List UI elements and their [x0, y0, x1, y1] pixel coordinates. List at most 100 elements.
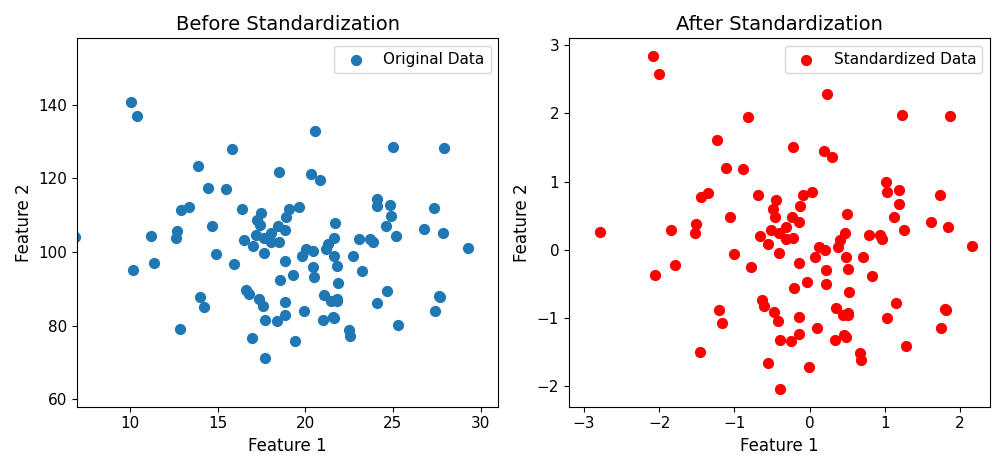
- Legend: Original Data: Original Data: [335, 46, 490, 73]
- Standardized Data: [792, 203, 808, 210]
- Original Data: [271, 168, 287, 175]
- Original Data: [126, 266, 142, 274]
- Standardized Data: [791, 313, 807, 321]
- Original Data: [276, 257, 292, 265]
- Standardized Data: [769, 196, 785, 204]
- Standardized Data: [819, 90, 835, 98]
- Original Data: [351, 235, 367, 243]
- Original Data: [270, 222, 286, 229]
- Original Data: [250, 295, 266, 303]
- Standardized Data: [837, 253, 853, 260]
- Original Data: [313, 176, 329, 183]
- Original Data: [256, 250, 272, 257]
- Standardized Data: [645, 52, 661, 60]
- Y-axis label: Feature 2: Feature 2: [15, 183, 33, 262]
- Standardized Data: [752, 232, 768, 240]
- Original Data: [329, 296, 345, 303]
- Original Data: [173, 207, 189, 214]
- Standardized Data: [778, 223, 794, 230]
- Standardized Data: [754, 297, 770, 304]
- Original Data: [390, 321, 406, 329]
- Standardized Data: [711, 306, 727, 314]
- Original Data: [328, 219, 344, 227]
- Original Data: [251, 221, 267, 229]
- Standardized Data: [895, 227, 912, 234]
- Original Data: [343, 332, 359, 339]
- Standardized Data: [743, 264, 759, 271]
- Standardized Data: [937, 306, 953, 313]
- Standardized Data: [785, 235, 801, 242]
- Title: Before Standardization: Before Standardization: [176, 15, 400, 34]
- Standardized Data: [826, 336, 842, 344]
- Original Data: [378, 222, 394, 230]
- Original Data: [278, 214, 294, 221]
- Standardized Data: [964, 243, 980, 250]
- Original Data: [326, 252, 342, 260]
- Original Data: [385, 143, 401, 151]
- Y-axis label: Feature 2: Feature 2: [514, 183, 532, 262]
- Standardized Data: [942, 112, 958, 119]
- Original Data: [276, 226, 292, 234]
- Standardized Data: [791, 219, 807, 226]
- Standardized Data: [941, 223, 957, 231]
- Original Data: [325, 313, 341, 321]
- Original Data: [143, 232, 159, 239]
- Standardized Data: [855, 253, 871, 260]
- Original Data: [315, 316, 331, 324]
- Original Data: [235, 236, 251, 244]
- Original Data: [416, 226, 432, 233]
- Original Data: [426, 204, 442, 212]
- Original Data: [226, 260, 242, 268]
- Standardized Data: [853, 357, 869, 364]
- Legend: Standardized Data: Standardized Data: [785, 46, 982, 73]
- Original Data: [253, 209, 269, 216]
- Original Data: [382, 201, 398, 208]
- Standardized Data: [772, 385, 788, 393]
- Standardized Data: [735, 165, 751, 173]
- Original Data: [249, 216, 265, 223]
- Standardized Data: [750, 191, 766, 199]
- Original Data: [370, 299, 386, 306]
- Original Data: [297, 245, 314, 252]
- Original Data: [321, 240, 337, 247]
- Standardized Data: [767, 213, 783, 220]
- Standardized Data: [770, 318, 786, 325]
- Standardized Data: [772, 337, 788, 344]
- Standardized Data: [840, 312, 856, 319]
- Standardized Data: [766, 308, 782, 316]
- Standardized Data: [938, 306, 954, 314]
- Original Data: [268, 317, 284, 325]
- Original Data: [327, 314, 343, 321]
- Standardized Data: [688, 220, 705, 227]
- Standardized Data: [772, 250, 788, 257]
- Original Data: [388, 232, 404, 240]
- Standardized Data: [851, 349, 867, 357]
- Standardized Data: [816, 147, 832, 154]
- Original Data: [256, 354, 272, 362]
- Original Data: [208, 250, 224, 258]
- Original Data: [329, 262, 345, 269]
- Original Data: [331, 280, 347, 287]
- Original Data: [432, 293, 448, 301]
- Standardized Data: [840, 265, 856, 273]
- Standardized Data: [933, 325, 949, 332]
- Standardized Data: [838, 333, 854, 341]
- Standardized Data: [818, 266, 834, 274]
- Standardized Data: [801, 363, 817, 371]
- Original Data: [123, 98, 139, 105]
- Standardized Data: [764, 226, 780, 234]
- Standardized Data: [893, 111, 910, 119]
- Standardized Data: [791, 259, 807, 267]
- Standardized Data: [923, 218, 939, 226]
- Original Data: [427, 307, 443, 315]
- Original Data: [316, 291, 332, 299]
- Original Data: [271, 276, 287, 283]
- Original Data: [67, 233, 83, 241]
- Standardized Data: [864, 272, 880, 280]
- Standardized Data: [786, 284, 802, 291]
- Original Data: [238, 286, 254, 293]
- Standardized Data: [891, 201, 908, 208]
- Standardized Data: [809, 324, 825, 331]
- Original Data: [369, 203, 385, 210]
- Standardized Data: [807, 253, 823, 261]
